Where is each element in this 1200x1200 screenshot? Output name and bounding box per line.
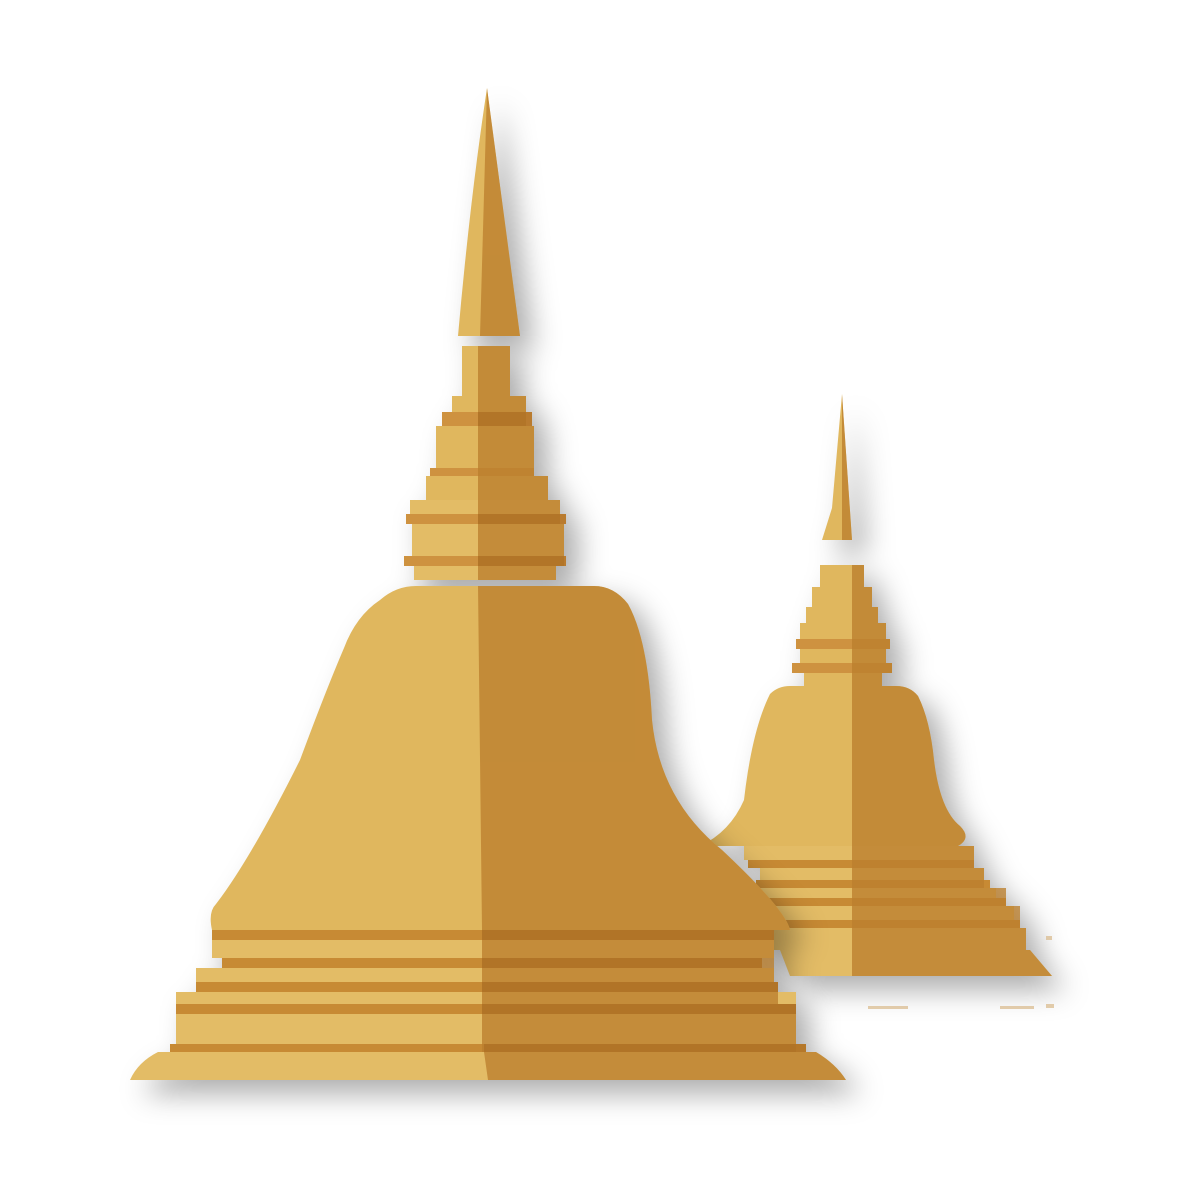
small-stupa-icon (700, 394, 1052, 976)
ground-specks (868, 936, 1054, 1009)
large-stupa-icon (130, 88, 846, 1080)
